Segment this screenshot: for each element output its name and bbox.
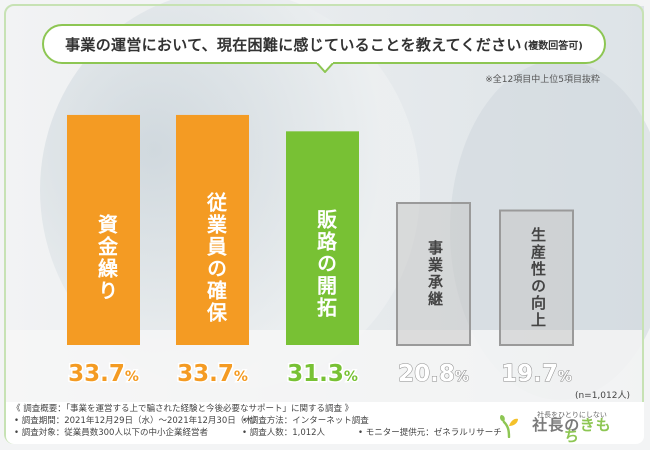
bar-value-label: 20.8%: [398, 361, 469, 387]
logo-name-prefix: 社長の: [532, 416, 580, 434]
sprout-icon: [500, 415, 518, 438]
chart-note: ※全12項目中上位5項目抜粋: [485, 75, 600, 85]
bar-value-label: 31.3%: [287, 361, 358, 387]
bar-5: [499, 209, 574, 346]
bubble-tail: [316, 62, 334, 73]
survey-provider: • モニター提供元：ゼネラルリサーチ: [358, 428, 502, 438]
bar-value-label: 33.7%: [177, 361, 248, 387]
survey-target: • 調査対象：従業員数300人以下の中小企業経営者: [14, 428, 208, 438]
survey-footer: 《 調査概要：「事業を運営する上で騙された経験と今後必要なサポート」に関する調査…: [6, 402, 644, 444]
question-text: 事業の運営において、現在困難に感じていることを教えてください: [65, 35, 522, 54]
logo-tagline: 社長をひとりにしない: [537, 411, 607, 419]
bar-category-label: 生産性の向上: [529, 226, 547, 329]
bar-4: [396, 202, 471, 346]
survey-count: • 調査人数：1,012人: [242, 428, 326, 438]
bar-category-label: 資金繰り: [94, 213, 119, 302]
survey-method: • 調査方法：インターネット調査: [242, 416, 369, 426]
bar-category-label: 従業員の確保: [203, 191, 228, 324]
bar-2: [176, 114, 249, 345]
bar-category-label: 販路の開拓: [313, 208, 338, 319]
bar-category-label: 事業承継: [426, 240, 444, 308]
survey-period: • 調査期間：2021年12月29日（水）～2021年12月30日（木）: [14, 416, 262, 426]
question-sub: (複数回答可): [523, 40, 583, 52]
question-bubble: 事業の運営において、現在困難に感じていることを教えてください (複数回答可): [42, 24, 606, 64]
logo-name-suffix: きもち: [563, 416, 612, 445]
bar-value-label: 33.7%: [68, 361, 139, 387]
sample-size: (n=1,012人): [574, 391, 630, 401]
bar-3: [286, 131, 359, 345]
bar-value-label: 19.7%: [501, 361, 572, 387]
brand-logo: 社長をひとりにしない 社長のきもち: [498, 410, 618, 444]
logo-name: 社長のきもち: [526, 418, 618, 444]
survey-title: 《 調査概要：「事業を運営する上で騙された経験と今後必要なサポート」に関する調査…: [12, 404, 354, 414]
bar-1: [67, 114, 140, 345]
